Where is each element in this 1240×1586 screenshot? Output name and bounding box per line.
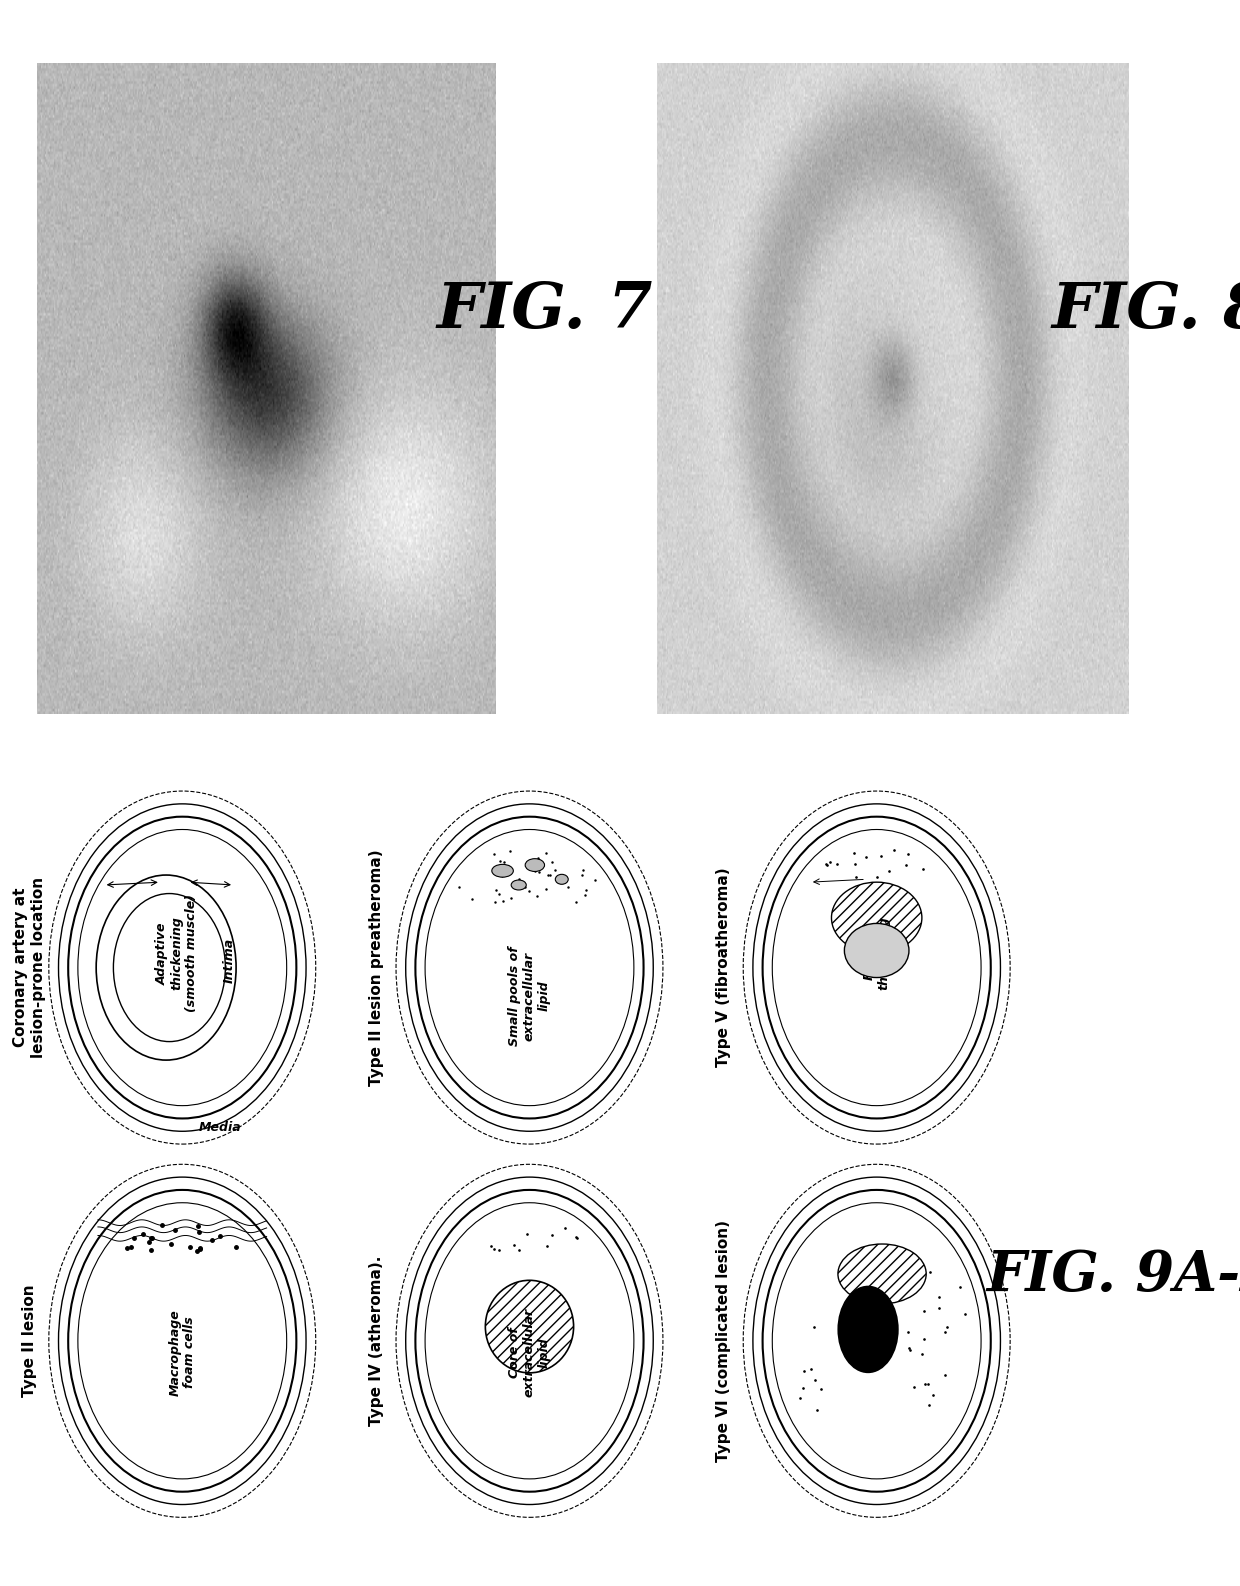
Ellipse shape	[832, 882, 921, 953]
Ellipse shape	[68, 817, 296, 1118]
Ellipse shape	[425, 1202, 634, 1478]
Ellipse shape	[58, 804, 306, 1131]
Text: Intima: Intima	[223, 937, 236, 983]
Text: Media: Media	[198, 1121, 242, 1134]
Ellipse shape	[773, 1202, 981, 1478]
Text: Small pools of
extracellular
lipid: Small pools of extracellular lipid	[508, 947, 551, 1045]
Ellipse shape	[415, 1190, 644, 1492]
Ellipse shape	[511, 880, 526, 890]
Ellipse shape	[838, 1286, 898, 1372]
Ellipse shape	[48, 1164, 316, 1518]
Text: Type II lesion preatheroma): Type II lesion preatheroma)	[370, 849, 384, 1086]
Ellipse shape	[743, 791, 1011, 1144]
Text: Type VI (complicated lesion): Type VI (complicated lesion)	[717, 1220, 732, 1462]
Ellipse shape	[48, 791, 316, 1144]
Ellipse shape	[396, 791, 663, 1144]
Ellipse shape	[743, 1164, 1011, 1518]
Ellipse shape	[753, 804, 1001, 1131]
Ellipse shape	[434, 1215, 625, 1467]
Text: Adaptive
thickening
(smooth muscle): Adaptive thickening (smooth muscle)	[155, 895, 198, 1012]
Ellipse shape	[58, 1177, 306, 1505]
Text: Type IV (atheroma).: Type IV (atheroma).	[370, 1256, 384, 1426]
Text: FIG. 9A-E: FIG. 9A-E	[986, 1248, 1240, 1304]
Text: Thrombus
Fissure and
hematoma: Thrombus Fissure and hematoma	[844, 1296, 888, 1372]
Ellipse shape	[763, 1190, 991, 1492]
Ellipse shape	[78, 1202, 286, 1478]
Ellipse shape	[753, 1177, 1001, 1505]
Ellipse shape	[415, 817, 644, 1118]
Text: FIG. 7: FIG. 7	[436, 279, 653, 341]
Ellipse shape	[781, 1215, 972, 1467]
Text: Macrophage
foam cells: Macrophage foam cells	[169, 1308, 196, 1396]
Text: Core of
extracellular
lipid: Core of extracellular lipid	[508, 1307, 551, 1397]
Ellipse shape	[492, 864, 513, 877]
Ellipse shape	[87, 841, 278, 1094]
Ellipse shape	[405, 804, 653, 1131]
Ellipse shape	[87, 1215, 278, 1467]
Text: Fibrous
thickening: Fibrous thickening	[863, 917, 890, 990]
Ellipse shape	[405, 1177, 653, 1505]
Ellipse shape	[844, 923, 909, 977]
Ellipse shape	[773, 829, 981, 1105]
Ellipse shape	[434, 841, 625, 1094]
Ellipse shape	[781, 841, 972, 1094]
Ellipse shape	[68, 1190, 296, 1492]
Ellipse shape	[485, 1280, 574, 1373]
Ellipse shape	[526, 858, 544, 871]
Text: Type II lesion: Type II lesion	[22, 1285, 37, 1397]
Text: FIG. 8: FIG. 8	[1052, 279, 1240, 341]
Ellipse shape	[763, 817, 991, 1118]
Text: Coronary artery at
lesion-prone location: Coronary artery at lesion-prone location	[14, 877, 46, 1058]
Ellipse shape	[396, 1164, 663, 1518]
Text: Type V (fibroatheroma): Type V (fibroatheroma)	[717, 868, 732, 1067]
Ellipse shape	[425, 829, 634, 1105]
Ellipse shape	[556, 874, 568, 885]
Ellipse shape	[838, 1243, 926, 1304]
Ellipse shape	[78, 829, 286, 1105]
